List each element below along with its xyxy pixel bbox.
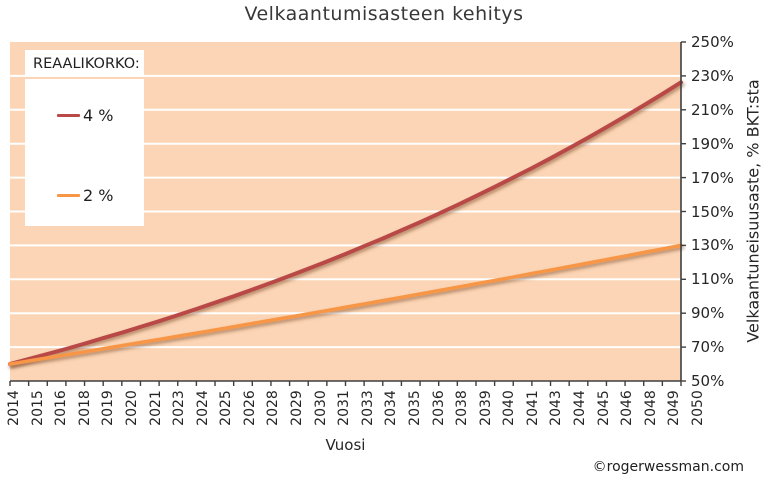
legend-item-2pct: 2 % xyxy=(25,186,144,205)
y-tick-label: 150% xyxy=(691,202,734,221)
x-tick-label: 2050 xyxy=(690,390,706,426)
x-tick-label: 2023 xyxy=(171,390,188,426)
y-tick-label: 110% xyxy=(691,270,734,289)
chart-title: Velkaantumisasteen kehitys xyxy=(244,3,524,25)
x-tick-label: 2021 xyxy=(147,390,164,426)
legend-label-4pct: 4 % xyxy=(83,106,114,125)
x-tick-label: 2044 xyxy=(572,390,589,426)
x-tick-label: 2016 xyxy=(53,390,70,426)
y-tick-label: 250% xyxy=(691,33,734,51)
x-tick-label: 2041 xyxy=(524,390,541,426)
x-tick-label: 2015 xyxy=(29,390,46,426)
x-tick-label: 2030 xyxy=(312,390,329,426)
x-tick-label: 2024 xyxy=(194,390,211,426)
legend-line-swatch-4pct xyxy=(57,113,80,118)
legend-item-4pct: 4 % xyxy=(25,106,144,125)
y-tick-label: 90% xyxy=(691,304,725,323)
y-tick-label: 70% xyxy=(691,338,725,357)
x-tick-label: 2031 xyxy=(336,390,353,426)
y-axis-title: Velkaantuneisuusaste, % BKT:sta xyxy=(743,79,763,343)
x-tick-label: 2049 xyxy=(666,390,683,426)
y-tick-label: 210% xyxy=(691,100,734,119)
x-tick-label: 2036 xyxy=(430,390,447,426)
x-tick-label: 2026 xyxy=(241,390,258,426)
series-line-2% xyxy=(8,243,683,366)
y-tick-label: 50% xyxy=(691,372,725,390)
x-tick-label: 2046 xyxy=(619,390,636,426)
y-tick-label: 190% xyxy=(691,134,734,153)
x-tick-label: 2034 xyxy=(383,390,400,426)
x-tick-label: 2039 xyxy=(477,390,494,426)
x-tick-label: 2014 xyxy=(6,390,22,426)
attribution: ©rogerwessman.com xyxy=(592,459,744,475)
x-tick-label: 2029 xyxy=(289,390,306,426)
x-tick-label: 2028 xyxy=(265,390,282,426)
legend: REAALIKORKO: 4 % 2 % xyxy=(25,50,144,226)
x-tick-label: 2035 xyxy=(406,390,423,426)
x-tick-label: 2040 xyxy=(501,390,518,426)
y-tick-label: 230% xyxy=(691,66,734,85)
x-tick-label: 2019 xyxy=(100,390,117,426)
x-tick-label: 2020 xyxy=(123,390,140,426)
legend-title: REAALIKORKO: xyxy=(25,50,144,79)
x-tick-label: 2048 xyxy=(642,390,659,426)
x-tick-label: 2043 xyxy=(548,390,565,426)
x-tick-label: 2038 xyxy=(454,390,471,426)
legend-line-swatch-2pct xyxy=(57,193,80,198)
series-line-4% xyxy=(8,80,683,367)
x-tick-label: 2018 xyxy=(76,390,93,426)
x-tick-label: 2045 xyxy=(595,390,612,426)
x-tick-label: 2033 xyxy=(359,390,376,426)
y-tick-label: 130% xyxy=(691,236,734,255)
x-axis-title: Vuosi xyxy=(325,436,366,454)
y-tick-label: 170% xyxy=(691,168,734,187)
x-tick-label: 2025 xyxy=(218,390,235,426)
legend-label-2pct: 2 % xyxy=(83,186,114,205)
